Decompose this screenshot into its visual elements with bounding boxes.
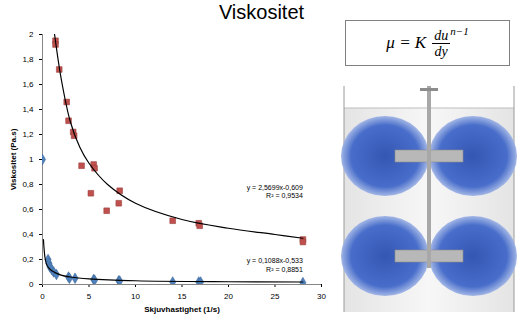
svg-text:25: 25 [271,292,280,301]
svg-text:0,8: 0,8 [22,180,34,189]
html-text:Viskositet: Viskositet [218,1,305,23]
html-text:du: du [434,27,449,43]
svg-text:1,4: 1,4 [22,105,34,114]
html-text:μ = K: μ = K [386,33,427,52]
svg-text:15: 15 [178,292,187,301]
svg-text:0: 0 [29,280,34,289]
svg-text:20: 20 [224,292,233,301]
svg-text:10: 10 [131,292,140,301]
svg-text:0,2: 0,2 [22,255,34,264]
svg-text:1,8: 1,8 [22,55,34,64]
svg-text:2: 2 [29,30,34,39]
svg-text:0,6: 0,6 [22,205,34,214]
svg-text:Skjuvhastighet (1/s): Skjuvhastighet (1/s) [144,305,220,314]
svg-text:1: 1 [29,155,34,164]
svg-text:y = 2,5699x-0,609R² = 0,9534: y = 2,5699x-0,609R² = 0,9534 [247,184,303,200]
svg-text:0: 0 [40,292,45,301]
svg-text:0,4: 0,4 [22,230,34,239]
html-text:dy: dy [434,43,448,59]
svg-text:30: 30 [317,292,326,301]
svg-text:1,2: 1,2 [22,130,34,139]
svg-text:Viskositet (Pa.s): Viskositet (Pa.s) [9,128,18,190]
html-text:n−1: n−1 [450,25,469,37]
svg-text:5: 5 [87,292,92,301]
svg-text:1,6: 1,6 [22,80,34,89]
svg-text:y = 0,1088x-0,533R² = 0,8851: y = 0,1088x-0,533R² = 0,8851 [247,257,303,273]
